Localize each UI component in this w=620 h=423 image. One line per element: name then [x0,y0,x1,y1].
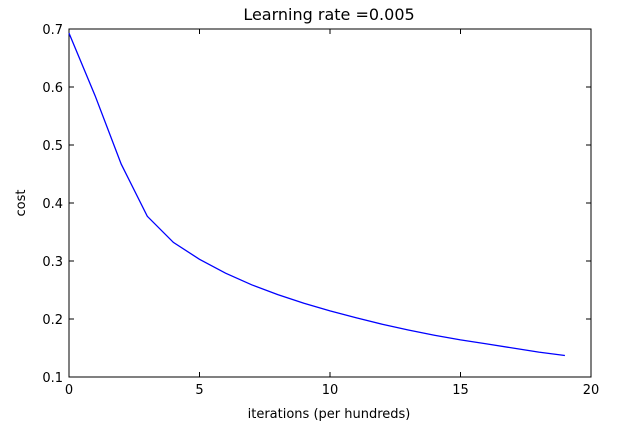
plot-area: 0 5 10 15 20 0.1 0.2 0.3 0.4 0.5 0.6 0.7 [42,23,599,398]
y-tick-label: 0.4 [42,197,63,212]
y-tick-label: 0.1 [42,371,63,386]
x-tick-label: 15 [452,383,469,398]
x-tick-label: 5 [195,383,203,398]
x-tick-label: 20 [583,383,600,398]
chart-title: Learning rate =0.005 [243,5,414,24]
x-tick-label: 10 [322,383,339,398]
y-tick-label: 0.2 [42,313,63,328]
x-tick-label: 0 [65,383,73,398]
plot-frame [68,28,592,378]
y-tick-label: 0.6 [42,81,63,96]
y-tick-label: 0.5 [42,139,63,154]
x-axis-label: iterations (per hundreds) [248,407,411,422]
y-tick-label: 0.7 [42,23,63,38]
y-axis-label: cost [14,190,29,217]
series-line [68,32,565,357]
y-tick-label: 0.3 [42,255,63,270]
